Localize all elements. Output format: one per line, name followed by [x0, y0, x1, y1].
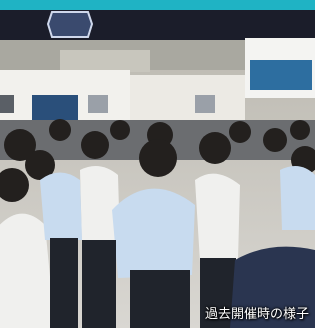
- exhibition-photo: [0, 0, 315, 328]
- photo: 過去開催時の様子: [0, 0, 315, 328]
- caption: 過去開催時の様子: [205, 303, 309, 322]
